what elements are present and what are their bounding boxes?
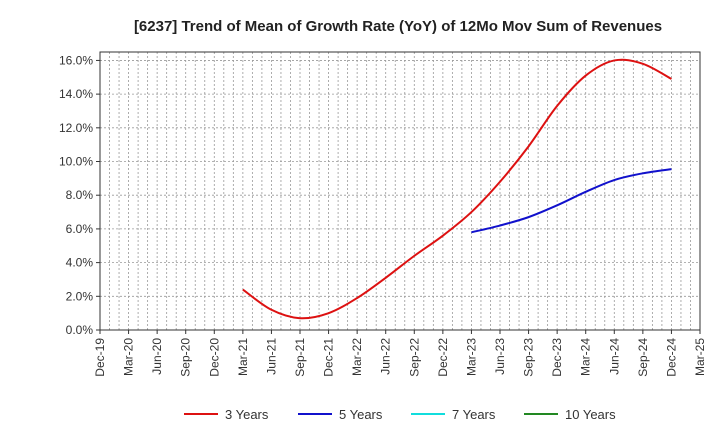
x-tick-label: Sep-23 <box>522 338 536 377</box>
y-tick-label: 0.0% <box>66 323 94 337</box>
legend-label-10-years: 10 Years <box>565 407 616 422</box>
x-tick-label: Mar-25 <box>693 338 707 376</box>
x-tick-label: Mar-22 <box>350 338 364 376</box>
series-line-3-years <box>242 58 672 320</box>
x-tick-label: Jun-23 <box>493 338 507 375</box>
y-tick-label: 10.0% <box>59 155 93 169</box>
y-tick-label: 14.0% <box>59 87 93 101</box>
x-tick-label: Mar-24 <box>579 338 593 376</box>
series-line-5-years <box>471 168 672 234</box>
y-tick-label: 12.0% <box>59 121 93 135</box>
x-tick-label: Dec-21 <box>322 338 336 377</box>
y-tick-label: 2.0% <box>66 289 94 303</box>
x-tick-label: Dec-20 <box>207 338 221 377</box>
x-tick-label: Mar-23 <box>464 338 478 376</box>
x-tick-label: Sep-24 <box>636 338 650 377</box>
y-tick-label: 6.0% <box>66 222 94 236</box>
x-tick-label: Sep-21 <box>293 338 307 377</box>
legend-label-3-years: 3 Years <box>225 407 269 422</box>
series-lines <box>242 58 672 320</box>
x-tick-label: Dec-23 <box>550 338 564 377</box>
plot-frame <box>99 51 701 331</box>
tick-labels: Dec-19 Mar-20 Jun-20 Sep-20 Dec-20 Mar-21 Jun-… <box>59 53 707 376</box>
y-tick-label: 4.0% <box>66 256 94 270</box>
x-tick-label: Jun-22 <box>379 338 393 375</box>
x-tick-label: Dec-22 <box>436 338 450 377</box>
x-tick-label: Mar-21 <box>236 338 250 376</box>
grid <box>100 52 700 330</box>
x-tick-label: Sep-20 <box>179 338 193 377</box>
x-tick-label: Jun-24 <box>607 338 621 375</box>
x-tick-label: Dec-19 <box>93 338 107 377</box>
x-tick-label: Dec-24 <box>664 338 678 377</box>
y-tick-label: 8.0% <box>66 188 94 202</box>
chart-title: [6237] Trend of Mean of Growth Rate (YoY… <box>134 18 662 35</box>
x-tick-label: Jun-21 <box>264 338 278 375</box>
legend: 3 Years 5 Years 7 Years 10 Years <box>184 407 616 422</box>
legend-label-7-years: 7 Years <box>452 407 496 422</box>
x-tick-label: Mar-20 <box>122 338 136 376</box>
y-tick-label: 16.0% <box>59 53 93 67</box>
axes <box>96 51 701 334</box>
x-tick-label: Sep-22 <box>407 338 421 377</box>
x-tick-label: Jun-20 <box>150 338 164 375</box>
legend-label-5-years: 5 Years <box>339 407 383 422</box>
